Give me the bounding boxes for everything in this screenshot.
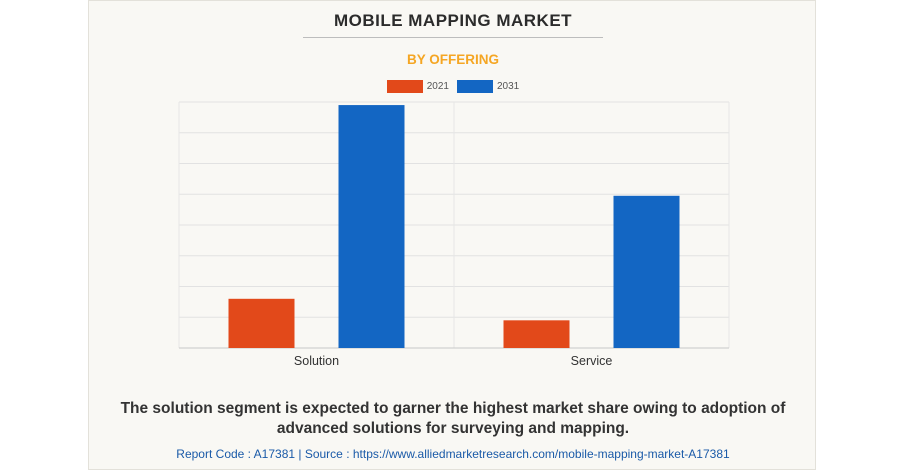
bar-2021-solution — [228, 298, 295, 348]
legend-item-2031[interactable]: 2031 — [457, 80, 519, 93]
bar-2031-solution — [338, 105, 405, 348]
x-tick-label: Solution — [294, 354, 339, 368]
legend-label-2021: 2021 — [426, 81, 449, 92]
x-tick-label: Service — [571, 354, 613, 368]
chart-title: MOBILE MAPPING MARKET — [333, 11, 573, 30]
legend-swatch-2031 — [457, 80, 493, 93]
legend-label-2031: 2031 — [497, 81, 520, 92]
bar-chart: Solution Service — [178, 101, 730, 368]
bar-2031-service — [613, 195, 680, 348]
chart-card: MOBILE MAPPING MARKET BY OFFERING 2021 2… — [88, 0, 816, 470]
legend-item-2021[interactable]: 2021 — [386, 80, 449, 93]
chart-subtitle: BY OFFERING — [406, 52, 499, 67]
chart-caption: The solution segment is expected to garn… — [120, 400, 786, 437]
chart-legend: 2021 2031 — [89, 80, 817, 93]
report-source-footer[interactable]: Report Code : A17381 | Source : https://… — [176, 447, 730, 461]
bar-2021-service — [503, 320, 570, 348]
title-divider — [303, 37, 603, 38]
legend-swatch-2021 — [386, 80, 423, 93]
